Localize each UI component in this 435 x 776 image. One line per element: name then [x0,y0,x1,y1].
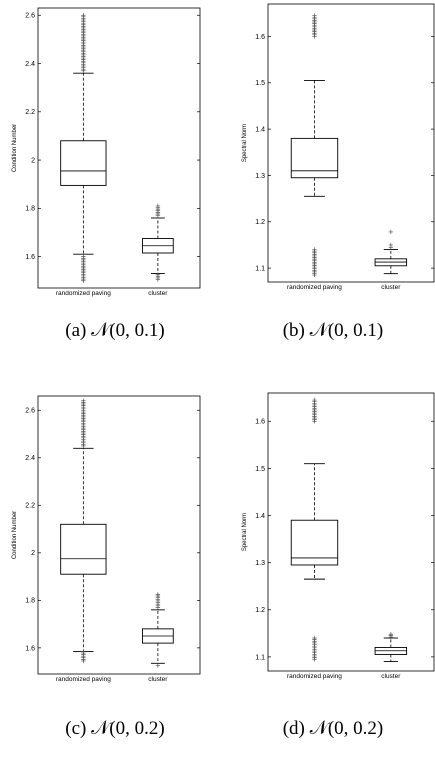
chart-panel-d: 1.1 1.2 1.3 1.4 1.5 1.6 Spectral Norm randomize… [230,388,435,688]
outlier-marker-high [388,242,394,248]
y-tick-label: 1.6 [255,419,265,426]
y-tick-label: 1.3 [255,173,265,180]
y-tick-label: 1.5 [255,466,265,473]
caption-b: (b) 𝒩(0, 0.1) [282,320,384,341]
y-tick-label: 1.4 [255,513,265,520]
outlier-marker-low [312,635,317,641]
y-tick-label: 1.8 [25,206,35,213]
box-randomized-paving [290,13,339,278]
outlier-marker-low [155,272,161,277]
y-tick-label: 2 [31,550,35,557]
chart-d-svg: 1.1 1.2 1.3 1.4 1.5 1.6 Spectral Norm randomize… [242,392,435,680]
caption-c: (c) 𝒩(0, 0.2) [65,718,165,739]
y-tick-label: 1.2 [255,607,265,614]
y-tick-label: 2.6 [25,13,35,20]
chart-a-svg: 1.6 1.8 2 2.2 2.4 2.6 Condition Number randomiz… [12,7,201,297]
y-axis-label: Condition Number [12,124,18,172]
outlier-marker-high [312,397,317,403]
iqr-box [60,140,107,186]
iqr-box [290,137,339,179]
y-tick-label: 2.2 [25,109,35,116]
y-tick-label: 2.6 [25,408,35,415]
y-tick-label: 2.2 [25,503,35,510]
plot-frame [267,3,435,283]
outlier-marker-low [155,663,161,668]
y-tick-label: 2 [31,157,35,164]
outlier-marker-high [155,592,161,597]
box-randomized-paving [290,397,339,662]
box-randomized-paving [60,13,107,283]
y-axis-label: Condition Number [12,511,18,559]
chart-b-svg: 1.1 1.2 1.3 1.4 1.5 1.6 Spectral Norm randomize… [242,3,435,291]
y-axis-label: Spectral Norm [242,513,248,551]
y-tick-label: 1.6 [25,254,35,261]
y-tick-label: 1.6 [255,34,265,41]
y-tick-label: 1.6 [25,645,35,652]
box-cluster [374,229,408,275]
chart-c-svg: 1.6 1.8 2 2.2 2.4 2.6 Condition Number randomiz… [12,395,201,683]
box-cluster [374,632,408,663]
box-randomized-paving [60,398,107,664]
y-tick-label: 1.4 [255,127,265,134]
y-tick-label: 1.2 [255,219,265,226]
caption-a: (a) 𝒩(0, 0.1) [65,320,165,341]
outlier-marker-high [388,632,394,637]
x-category-label: randomized paving [287,284,342,291]
y-axis-label: Spectral Norm [242,124,248,162]
x-category-label: randomized paving [56,676,111,683]
y-tick-label: 1.1 [255,266,265,273]
box-cluster [142,203,174,282]
plot-frame [37,395,201,675]
x-category-label: randomized paving [56,290,111,297]
chart-panel-a: 1.6 1.8 2 2.2 2.4 2.6 Condition Number randomiz… [0,0,201,300]
x-category-label: cluster [381,284,401,291]
y-tick-label: 1.5 [255,80,265,87]
y-tick-label: 1.8 [25,598,35,605]
outlier-marker-low [81,254,86,259]
y-tick-label: 2.4 [25,455,35,462]
x-category-label: cluster [148,290,168,297]
iqr-box [60,523,107,575]
chart-panel-b: 1.1 1.2 1.3 1.4 1.5 1.6 Spectral Norm randomize… [230,0,435,300]
outlier-marker-low [81,649,86,654]
outlier-marker-high [312,13,317,18]
outlier-marker-high [155,203,161,209]
chart-panel-c: 1.6 1.8 2 2.2 2.4 2.6 Condition Number randomiz… [0,388,201,688]
x-category-label: cluster [381,673,401,680]
outlier-marker-high [81,13,86,18]
y-tick-label: 2.4 [25,61,35,68]
box-cluster [142,592,174,668]
plot-frame [37,7,201,289]
outlier-marker-low [312,247,317,252]
plot-frame [267,392,435,672]
y-tick-label: 1.1 [255,654,265,661]
x-category-label: randomized paving [287,673,342,680]
caption-d: (d) 𝒩(0, 0.2) [282,718,384,739]
outlier-marker-high [388,229,394,235]
outlier-marker-high [81,398,86,403]
x-category-label: cluster [148,676,168,683]
y-tick-label: 1.3 [255,560,265,567]
